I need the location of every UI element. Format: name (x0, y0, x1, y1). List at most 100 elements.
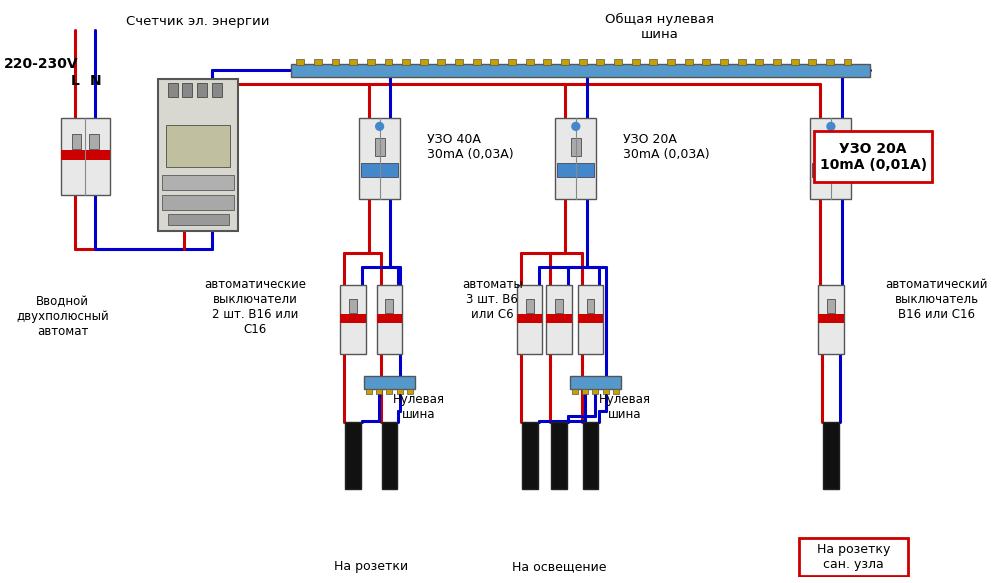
Bar (819, 314, 843, 323)
Bar (791, 59, 799, 65)
Bar (570, 377, 621, 389)
Text: автоматический
выключатель
В16 или С16: автоматический выключатель В16 или С16 (885, 278, 988, 321)
Bar (521, 423, 537, 489)
Bar (824, 423, 838, 489)
Bar (364, 377, 415, 389)
Bar (508, 59, 516, 65)
Bar (296, 59, 304, 65)
Text: Нулевая
шина: Нулевая шина (599, 393, 651, 421)
Bar (826, 138, 835, 156)
Bar (826, 59, 833, 65)
Bar (349, 299, 357, 312)
Bar (557, 163, 594, 177)
Bar (702, 59, 710, 65)
Bar (578, 314, 603, 323)
Bar (525, 299, 533, 312)
Text: УЗО 20А
10mА (0,01А): УЗО 20А 10mА (0,01А) (820, 142, 926, 172)
Bar (162, 175, 234, 190)
Bar (89, 134, 99, 149)
Bar (314, 59, 322, 65)
Bar (345, 423, 361, 489)
Bar (843, 59, 851, 65)
Bar (359, 118, 400, 199)
Bar (387, 389, 393, 394)
Bar (572, 389, 578, 394)
Bar (382, 423, 397, 489)
Bar (182, 83, 192, 97)
Bar (456, 59, 463, 65)
Bar (291, 64, 870, 77)
Bar (546, 285, 572, 354)
Bar (614, 59, 622, 65)
Bar (438, 59, 446, 65)
Bar (525, 59, 533, 65)
Text: На розетки: На розетки (334, 560, 408, 573)
Bar (799, 538, 908, 575)
Bar (517, 314, 542, 323)
Bar (555, 299, 563, 312)
Bar (386, 299, 394, 312)
Bar (586, 299, 594, 312)
Bar (491, 59, 498, 65)
Bar (377, 285, 402, 354)
Bar (578, 285, 603, 354)
Bar (632, 59, 640, 65)
Text: L: L (71, 74, 80, 88)
Text: автоматы
3 шт. В6
или С6: автоматы 3 шт. В6 или С6 (462, 278, 522, 321)
Bar (613, 389, 619, 394)
Bar (61, 150, 110, 160)
Text: УЗО 20А
30mА (0,03А): УЗО 20А 30mА (0,03А) (623, 133, 710, 161)
Bar (402, 59, 410, 65)
Bar (773, 59, 781, 65)
Bar (407, 389, 413, 394)
Bar (667, 59, 675, 65)
Bar (376, 389, 382, 394)
Bar (720, 59, 728, 65)
Bar (61, 118, 110, 195)
Circle shape (572, 122, 579, 131)
Bar (649, 59, 657, 65)
Text: автоматические
выключатели
2 шт. В16 или
С16: автоматические выключатели 2 шт. В16 или… (204, 278, 306, 336)
Bar (385, 59, 393, 65)
Bar (571, 138, 580, 156)
Bar (685, 59, 693, 65)
Bar (582, 423, 598, 489)
Bar (561, 59, 569, 65)
Bar (366, 389, 372, 394)
Bar (592, 389, 598, 394)
Text: На розетку
сан. узла: На розетку сан. узла (817, 543, 890, 571)
Bar (167, 215, 228, 225)
Bar (756, 59, 763, 65)
Text: 220-230V: 220-230V (4, 57, 79, 71)
Bar (361, 163, 398, 177)
Bar (167, 83, 177, 97)
Bar (579, 59, 586, 65)
Bar (819, 285, 843, 354)
Circle shape (376, 122, 384, 131)
Bar (367, 59, 375, 65)
Bar (813, 163, 849, 177)
Bar (582, 389, 588, 394)
Bar (555, 118, 596, 199)
Text: Нулевая
шина: Нулевая шина (393, 393, 445, 421)
Bar (603, 389, 609, 394)
Text: N: N (90, 74, 101, 88)
Text: Вводной
двухполюсный
автомат: Вводной двухполюсный автомат (16, 295, 109, 338)
Bar (815, 131, 932, 182)
Text: Счетчик эл. энергии: Счетчик эл. энергии (127, 15, 270, 29)
Bar (517, 285, 542, 354)
Bar (738, 59, 746, 65)
Bar (340, 285, 366, 354)
Bar (162, 195, 234, 210)
Bar (811, 118, 851, 199)
Bar (397, 389, 403, 394)
Bar (543, 59, 551, 65)
Circle shape (827, 122, 834, 131)
Bar (546, 314, 572, 323)
Text: Общая нулевая
шина: Общая нулевая шина (605, 13, 714, 41)
Bar (809, 59, 817, 65)
Bar (158, 79, 238, 231)
Bar (72, 134, 82, 149)
Bar (377, 314, 402, 323)
Bar (166, 125, 230, 167)
